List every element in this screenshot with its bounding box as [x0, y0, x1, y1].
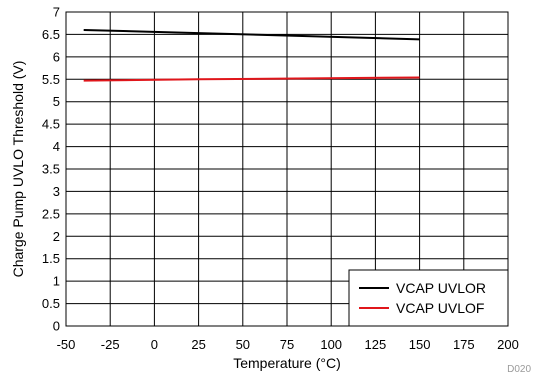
figure-code: D020 — [507, 364, 531, 375]
x-tick-label: 200 — [497, 337, 519, 352]
x-tick-label: 75 — [280, 337, 294, 352]
y-tick-label: 6.5 — [42, 27, 60, 42]
y-tick-label: 2.5 — [42, 206, 60, 221]
y-tick-label: 2 — [53, 229, 60, 244]
y-tick-label: 3 — [53, 184, 60, 199]
y-tick-label: 4.5 — [42, 117, 60, 132]
legend: VCAP UVLOR VCAP UVLOF — [348, 269, 509, 327]
x-tick-label: 175 — [453, 337, 475, 352]
x-tick-label: 100 — [320, 337, 342, 352]
y-tick-label: 1 — [53, 274, 60, 289]
y-tick-label: 3.5 — [42, 162, 60, 177]
y-tick-label: 5.5 — [42, 72, 60, 87]
x-tick-label: -50 — [57, 337, 76, 352]
x-tick-label: -25 — [101, 337, 120, 352]
y-tick-label: 1.5 — [42, 251, 60, 266]
legend-label-vcap-uvlof: VCAP UVLOF — [396, 300, 484, 316]
x-tick-label: 150 — [409, 337, 431, 352]
y-tick-label: 7 — [53, 5, 60, 20]
plot-area-border — [65, 11, 509, 327]
y-axis-ticks: 0 0.5 1 1.5 2 2.5 3 3.5 4 4.5 5 5.5 6 6.5 7 — [42, 5, 60, 334]
x-axis-ticks: -50 -25 0 25 50 75 100 125 150 175 200 — [57, 337, 519, 352]
x-tick-label: 0 — [151, 337, 158, 352]
legend-box — [348, 269, 509, 327]
x-tick-label: 25 — [191, 337, 205, 352]
y-tick-label: 0.5 — [42, 296, 60, 311]
series-lines — [83, 28, 420, 82]
y-tick-label: 6 — [53, 49, 60, 64]
legend-label-vcap-uvlor: VCAP UVLOR — [396, 280, 486, 296]
series-line-vcap-uvlor — [83, 28, 420, 41]
y-tick-label: 4 — [53, 139, 60, 154]
x-axis-title: Temperature (°C) — [233, 355, 341, 371]
x-tick-label: 125 — [365, 337, 387, 352]
y-tick-label: 0 — [53, 319, 60, 334]
y-tick-label: 5 — [53, 94, 60, 109]
series-line-vcap-uvlof — [83, 76, 420, 82]
x-tick-label: 50 — [236, 337, 250, 352]
y-axis-title: Charge Pump UVLO Threshold (V) — [10, 61, 26, 278]
